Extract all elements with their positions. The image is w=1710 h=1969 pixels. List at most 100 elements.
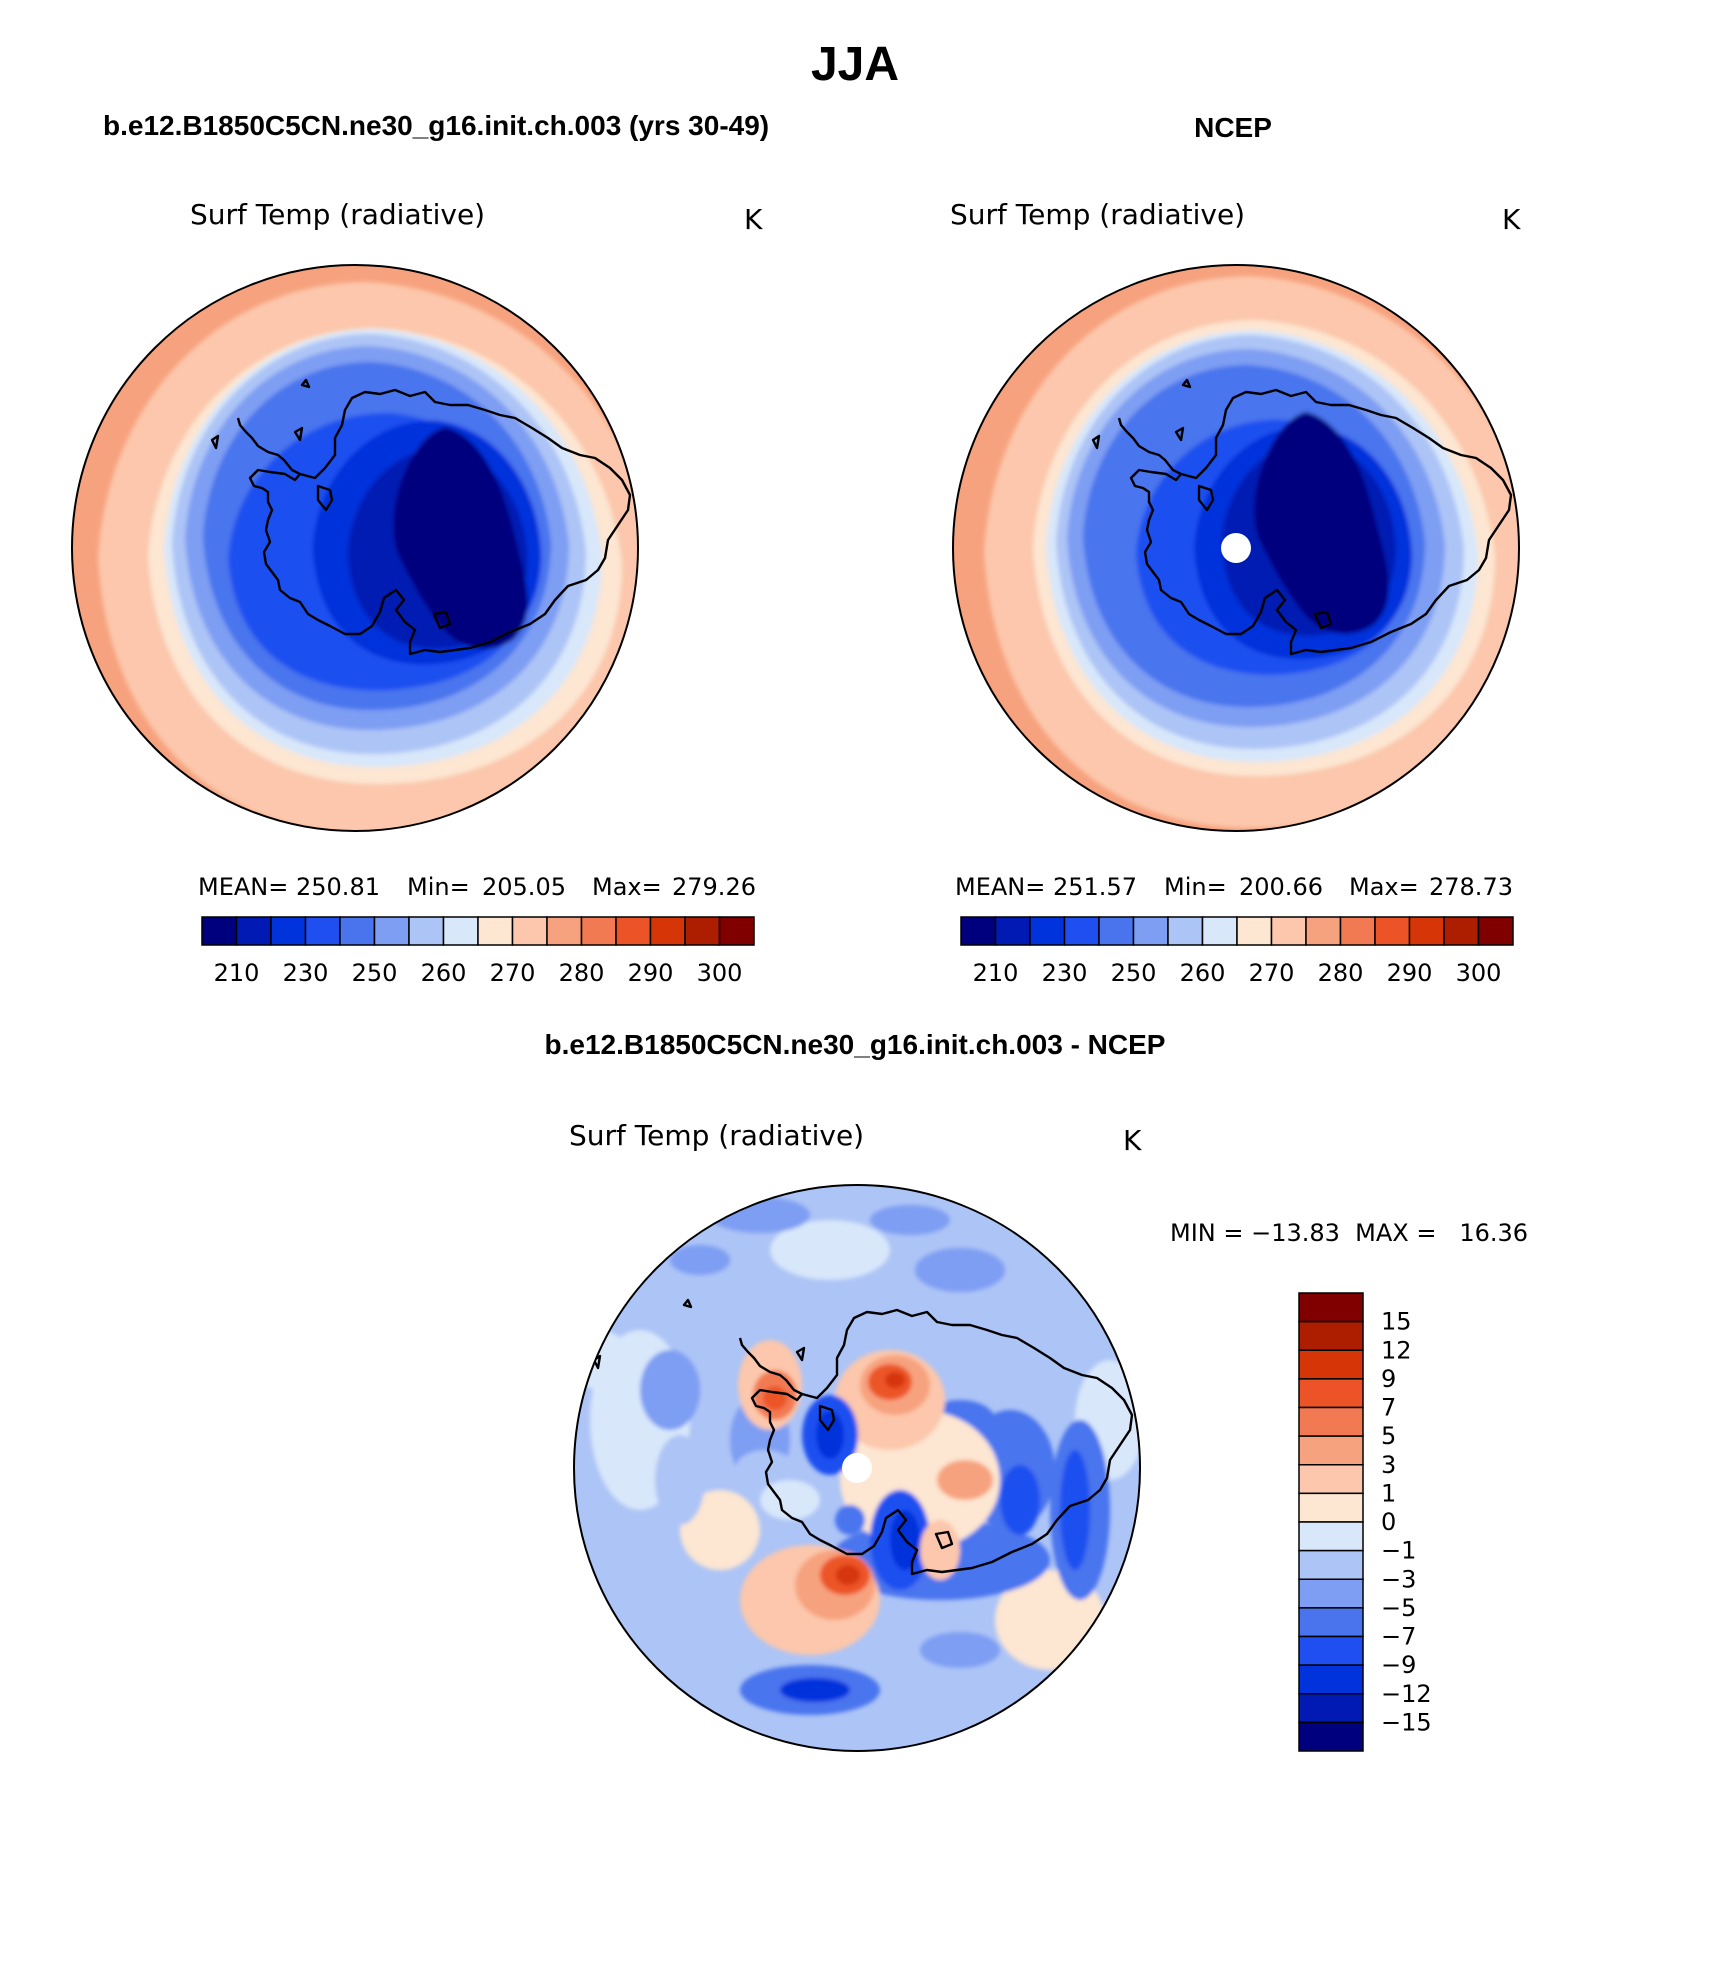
obs-map-border	[952, 264, 1520, 832]
obs-colorbar-swatch	[1098, 916, 1135, 946]
diff-colorbar-tick-label: −9	[1381, 1651, 1416, 1679]
obs-colorbar-swatch	[1029, 916, 1066, 946]
model-colorbar-swatch	[270, 916, 307, 946]
obs-colorbar-swatch	[1063, 916, 1100, 946]
diff-colorbar-tick-label: −15	[1381, 1708, 1432, 1736]
model-colorbar-tick-label: 230	[283, 959, 329, 987]
diff-colorbar-tick-label: −1	[1381, 1537, 1416, 1565]
model-colorbar-swatch	[649, 916, 686, 946]
model-max-label: Max=	[592, 873, 662, 901]
model-mean-value: 250.81	[296, 873, 380, 901]
diff-colorbar-tick-label: −12	[1381, 1680, 1432, 1708]
model-colorbar-swatch	[442, 916, 479, 946]
diff-colorbar-swatch	[1298, 1492, 1364, 1523]
model-colorbar-tick-label: 250	[352, 959, 398, 987]
model-colorbar: 210 230 250 260 270 280 290 300	[201, 916, 755, 987]
obs-colorbar-swatch	[1132, 916, 1169, 946]
model-colorbar-tick-label: 210	[214, 959, 260, 987]
obs-colorbar: 210 230 250 260 270 280 290 300	[960, 916, 1514, 987]
obs-max-value: 278.73	[1429, 873, 1513, 901]
diff-colorbar-swatch	[1298, 1378, 1364, 1409]
obs-min-value: 200.66	[1239, 873, 1323, 901]
obs-colorbar-tick-label: 230	[1042, 959, 1088, 987]
obs-colorbar-swatch	[960, 916, 997, 946]
diff-colorbar-swatch	[1298, 1635, 1364, 1666]
model-stats-line: MEAN= 250.81 Min= 205.05 Max= 279.26	[198, 873, 756, 901]
model-colorbar-swatch	[373, 916, 410, 946]
diff-colorbar-swatch	[1298, 1578, 1364, 1609]
model-contour-field	[72, 265, 638, 831]
diff-minmax-label: MIN = −13.83 MAX = 16.36	[1170, 1219, 1528, 1247]
model-panel-title: b.e12.B1850C5CN.ne30_g16.init.ch.003 (yr…	[103, 110, 769, 141]
obs-colorbar-swatch	[1408, 916, 1445, 946]
model-min-value: 205.05	[482, 873, 566, 901]
diff-colorbar-swatch	[1298, 1721, 1364, 1752]
diff-colorbar-swatch	[1298, 1664, 1364, 1695]
model-colorbar-swatch	[477, 916, 514, 946]
model-colorbar-swatch	[201, 916, 238, 946]
model-mean-label: MEAN=	[198, 873, 288, 901]
obs-min-label: Min=	[1164, 873, 1227, 901]
diff-colorbar-swatch	[1298, 1607, 1364, 1638]
obs-colorbar-swatch	[1270, 916, 1307, 946]
diff-colorbar-swatch	[1298, 1406, 1364, 1437]
diff-pole-hole	[842, 1453, 872, 1483]
model-colorbar-swatch	[304, 916, 341, 946]
diff-units-label: K	[1123, 1124, 1142, 1157]
diff-colorbar-tick-label: −3	[1381, 1565, 1416, 1593]
model-coastline	[210, 378, 632, 656]
model-colorbar-swatch	[546, 916, 583, 946]
diff-colorbar-tick-label: 5	[1381, 1422, 1396, 1450]
obs-colorbar-tick-label: 300	[1456, 959, 1502, 987]
obs-colorbar-swatch	[1236, 916, 1273, 946]
obs-colorbar-swatch	[1201, 916, 1238, 946]
model-max-value: 279.26	[672, 873, 756, 901]
model-colorbar-swatch	[580, 916, 617, 946]
obs-colorbar-tick-label: 290	[1387, 959, 1433, 987]
model-colorbar-swatch	[235, 916, 272, 946]
diff-colorbar-tick-label: 12	[1381, 1336, 1412, 1364]
diff-map-panel: Surf Temp (radiative) K MIN = −13.83 MAX…	[569, 1119, 1528, 1752]
obs-colorbar-swatch	[1477, 916, 1514, 946]
diff-variable-label: Surf Temp (radiative)	[569, 1119, 864, 1152]
diff-colorbar-swatch	[1298, 1549, 1364, 1580]
obs-max-label: Max=	[1349, 873, 1419, 901]
diff-colorbar-swatch	[1298, 1464, 1364, 1495]
diff-colorbar-swatch	[1298, 1521, 1364, 1552]
model-min-label: Min=	[407, 873, 470, 901]
diff-colorbar-swatch	[1298, 1435, 1364, 1466]
obs-mean-value: 251.57	[1053, 873, 1137, 901]
obs-colorbar-tick-label: 260	[1180, 959, 1226, 987]
obs-colorbar-tick-label: 250	[1111, 959, 1157, 987]
obs-variable-label: Surf Temp (radiative)	[950, 198, 1245, 231]
diff-colorbar-tick-label: 7	[1381, 1394, 1396, 1422]
diff-colorbar-tick-label: 9	[1381, 1365, 1396, 1393]
diff-colorbar-swatch	[1298, 1292, 1364, 1323]
obs-colorbar-tick-label: 210	[973, 959, 1019, 987]
obs-panel-title: NCEP	[1194, 112, 1272, 143]
obs-map-panel: Surf Temp (radiative) K	[950, 198, 1521, 987]
obs-mean-label: MEAN=	[955, 873, 1045, 901]
obs-colorbar-swatch	[1374, 916, 1411, 946]
diff-colorbar-swatch	[1298, 1349, 1364, 1380]
diff-colorbar-swatch	[1298, 1693, 1364, 1724]
diff-coastline	[592, 1298, 1134, 1576]
diff-colorbar-swatch	[1298, 1320, 1364, 1351]
obs-coastline	[1091, 378, 1513, 656]
obs-colorbar-tick-label: 270	[1249, 959, 1295, 987]
obs-pole-hole	[1221, 533, 1251, 563]
diff-colorbar-tick-label: 0	[1381, 1508, 1396, 1536]
model-map-panel: Surf Temp (radiative) K	[71, 198, 763, 987]
diff-colorbar-tick-label: 1	[1381, 1479, 1396, 1507]
season-title: JJA	[811, 38, 899, 91]
model-colorbar-swatch	[408, 916, 445, 946]
model-map-border	[71, 264, 639, 832]
model-colorbar-swatch	[339, 916, 376, 946]
model-colorbar-tick-label: 260	[421, 959, 467, 987]
diff-colorbar-tick-label: −5	[1381, 1594, 1416, 1622]
model-colorbar-tick-label: 280	[559, 959, 605, 987]
model-colorbar-swatch	[615, 916, 652, 946]
model-units-label: K	[744, 203, 763, 236]
